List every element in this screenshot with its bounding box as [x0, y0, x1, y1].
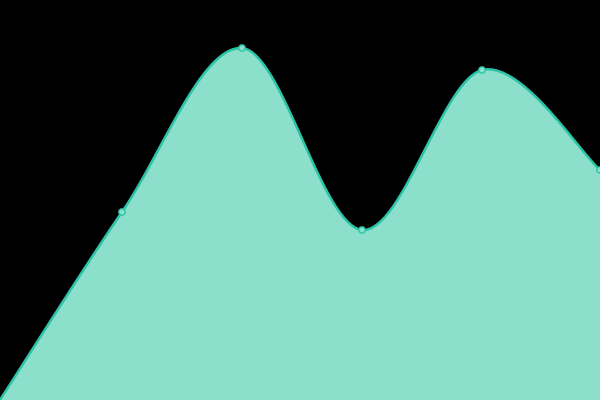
area-fill-region	[0, 47, 600, 400]
data-point-marker	[118, 208, 126, 216]
data-point-marker	[238, 44, 246, 52]
data-point-marker	[358, 226, 366, 234]
data-point-markers	[118, 44, 600, 234]
data-point-marker	[478, 66, 486, 74]
